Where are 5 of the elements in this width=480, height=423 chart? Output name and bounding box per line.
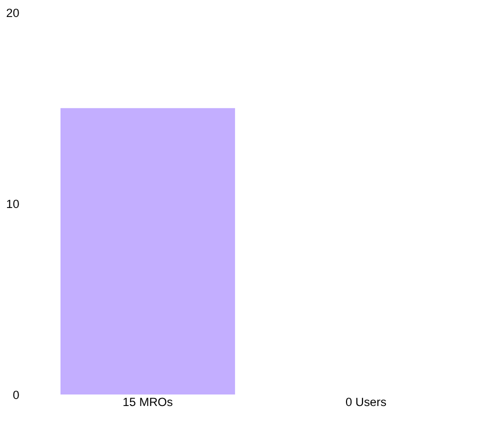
x-tick-label: 15 MROs <box>122 394 173 409</box>
y-tick-label: 20 <box>6 6 20 20</box>
y-tick-label: 0 <box>12 388 20 402</box>
x-tick-label: 0 Users <box>345 394 386 409</box>
y-tick-label: 10 <box>6 196 20 211</box>
